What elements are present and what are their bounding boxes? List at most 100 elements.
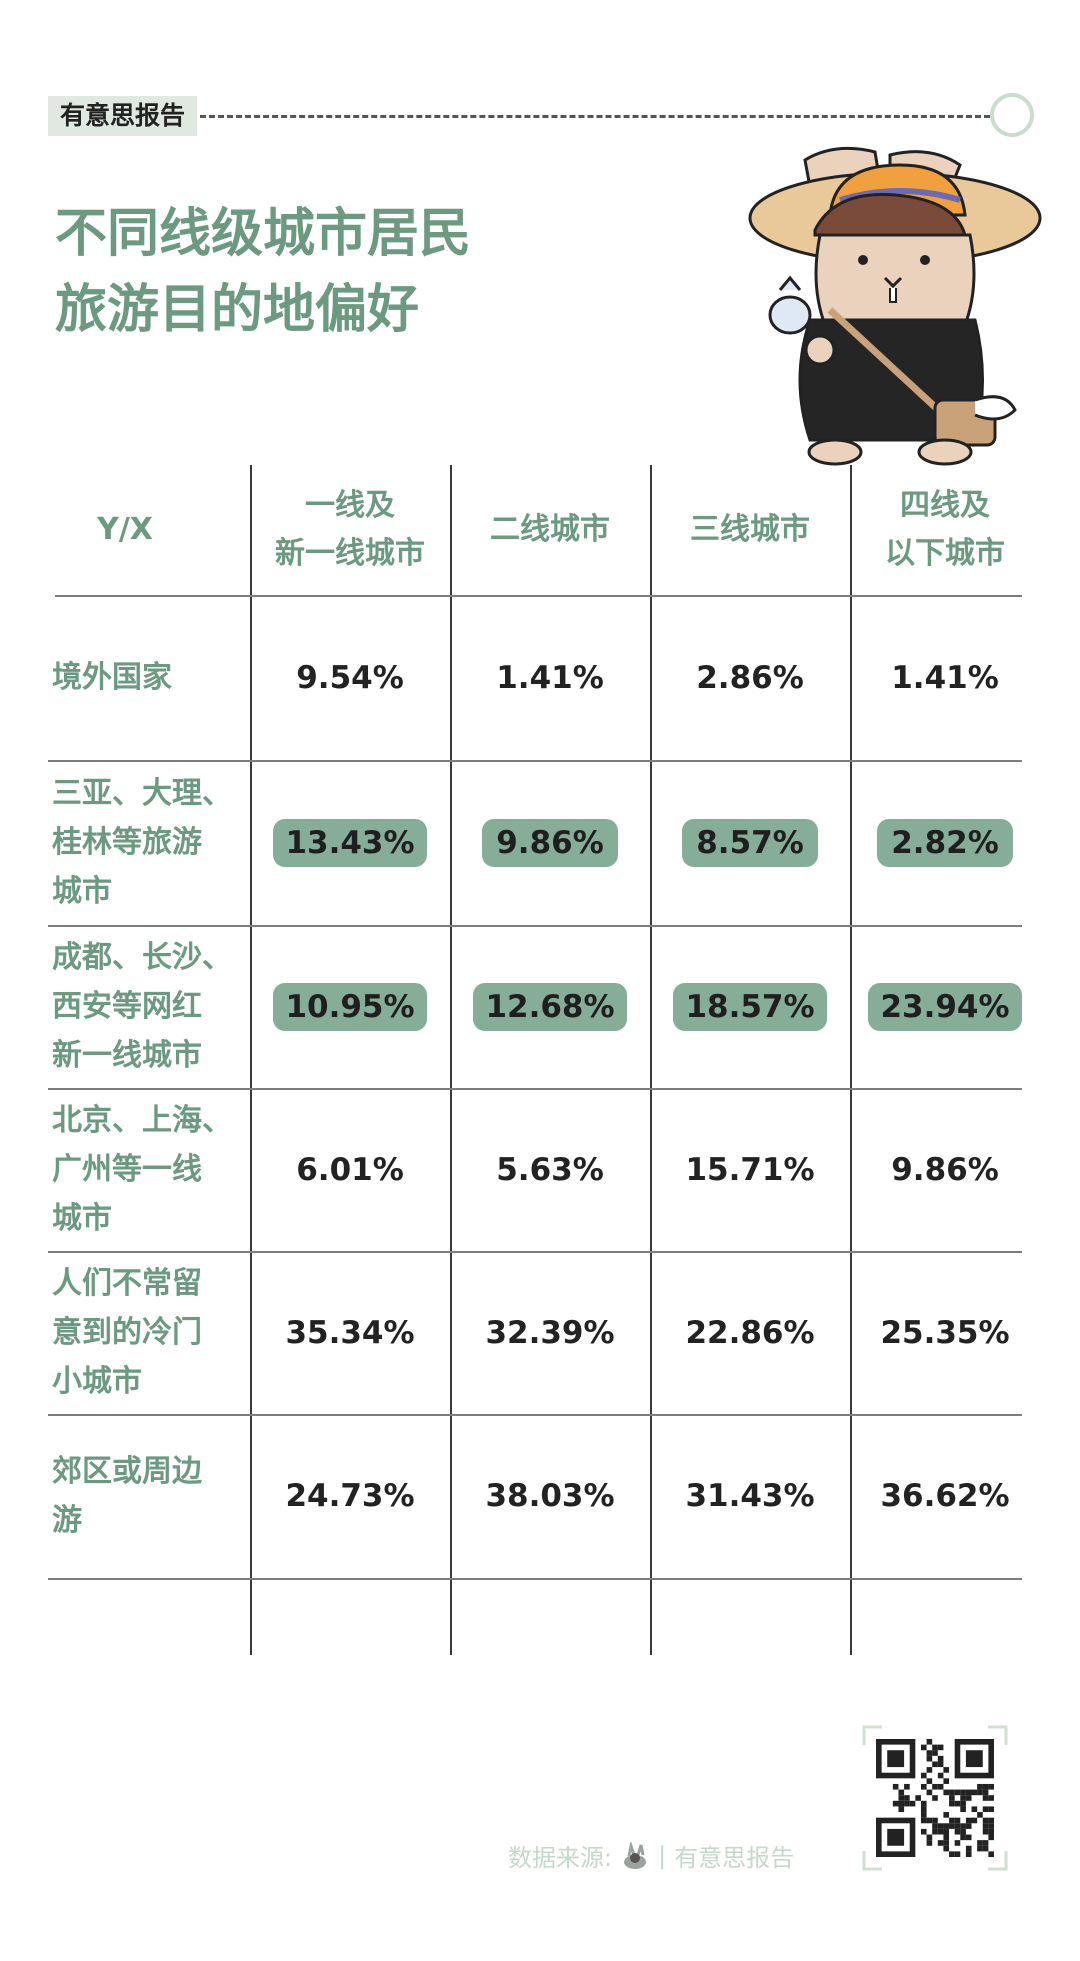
column-header-line: 新一线城市 xyxy=(275,536,425,571)
row-header-line: 三亚、大理、 xyxy=(52,776,232,811)
cell-value: 6.01% xyxy=(296,1151,404,1188)
row-header: 成都、长沙、 西安等网红新一线城市 xyxy=(52,925,247,1088)
table-cell: 36.62% xyxy=(850,1414,1040,1578)
table-horizontal-line xyxy=(48,760,1022,762)
source-name: 有意思报告 xyxy=(674,1844,795,1872)
page-title: 不同线级城市居民 旅游目的地偏好 xyxy=(55,196,575,348)
mascot-logo-icon xyxy=(624,1841,647,1869)
column-header-line: 以下城市 xyxy=(885,536,1005,571)
table-cell: 2.86% xyxy=(655,595,845,760)
highlighted-value: 10.95% xyxy=(273,982,427,1031)
column-header-line: 二线城市 xyxy=(490,512,610,547)
row-header-line: 人们不常留 xyxy=(52,1266,202,1301)
table-cell: 6.01% xyxy=(255,1088,445,1251)
row-header-line: 城市 xyxy=(52,1201,112,1236)
row-header-line: 郊区或周边 xyxy=(52,1454,202,1489)
table-cell: 31.43% xyxy=(655,1414,845,1578)
column-header: 二线城市 xyxy=(450,465,650,595)
row-header-line: 游 xyxy=(52,1503,82,1538)
header-dashed-line xyxy=(200,115,990,118)
table-vertical-line xyxy=(650,465,652,1655)
table-cell: 23.94% xyxy=(850,925,1040,1088)
table-horizontal-line xyxy=(48,1578,1022,1580)
table-vertical-line xyxy=(250,465,252,1655)
column-header-line: 一线及 xyxy=(305,488,395,523)
table-cell: 9.86% xyxy=(850,1088,1040,1251)
row-header-line: 新一线城市 xyxy=(52,1038,202,1073)
row-header: 境外国家 xyxy=(52,595,247,760)
table-cell: 25.35% xyxy=(850,1251,1040,1414)
row-header-line: 小城市 xyxy=(52,1364,142,1399)
cell-value: 32.39% xyxy=(485,1314,615,1351)
column-header-line: 三线城市 xyxy=(690,512,810,547)
table-horizontal-line xyxy=(48,1088,1022,1090)
table-cell: 10.95% xyxy=(255,925,445,1088)
table-horizontal-line xyxy=(48,1251,1022,1253)
table-cell: 22.86% xyxy=(655,1251,845,1414)
corner-label: Y/X xyxy=(97,512,153,547)
table-cell: 8.57% xyxy=(655,760,845,925)
cell-value: 31.43% xyxy=(685,1478,815,1514)
row-header: 三亚、大理、 桂林等旅游 城市 xyxy=(52,760,247,925)
table-vertical-line xyxy=(850,465,852,1655)
column-header-line: 四线及 xyxy=(900,488,990,523)
table-cell: 35.34% xyxy=(255,1251,445,1414)
column-header: 一线及 新一线城市 xyxy=(250,465,450,595)
row-header-line: 境外国家 xyxy=(52,660,172,695)
row-header-line: 成都、长沙、 xyxy=(52,940,232,975)
highlighted-value: 12.68% xyxy=(473,982,627,1031)
column-header: 三线城市 xyxy=(650,465,850,595)
title-line-2: 旅游目的地偏好 xyxy=(55,280,420,340)
title-line-1: 不同线级城市居民 xyxy=(55,204,472,264)
table-cell: 24.73% xyxy=(255,1414,445,1578)
table-cell: 5.63% xyxy=(455,1088,645,1251)
source-label: 数据来源: xyxy=(508,1844,613,1872)
highlighted-value: 9.86% xyxy=(482,818,618,867)
cell-value: 9.54% xyxy=(296,659,404,696)
table-cell: 15.71% xyxy=(655,1088,845,1251)
table-cell: 9.86% xyxy=(455,760,645,925)
table-horizontal-line xyxy=(48,1414,1022,1416)
cell-value: 24.73% xyxy=(285,1478,415,1514)
row-header: 人们不常留意到的冷门小城市 xyxy=(52,1251,247,1414)
highlighted-value: 8.57% xyxy=(682,818,818,867)
cell-value: 38.03% xyxy=(485,1478,615,1514)
mascot-illustration xyxy=(748,146,1042,466)
row-header-line: 广州等一线 xyxy=(52,1152,202,1187)
cell-value: 25.35% xyxy=(880,1314,1010,1351)
table-cell: 9.54% xyxy=(255,595,445,760)
cell-value: 1.41% xyxy=(891,659,999,696)
cell-value: 5.63% xyxy=(496,1151,604,1188)
qr-code-icon xyxy=(862,1725,1008,1871)
table-cell: 13.43% xyxy=(255,760,445,925)
row-header: 北京、上海、 广州等一线 城市 xyxy=(52,1088,247,1251)
cell-value: 9.86% xyxy=(891,1151,999,1188)
row-header: 郊区或周边游 xyxy=(52,1414,247,1578)
table-horizontal-line xyxy=(55,595,1022,597)
source-separator: | xyxy=(658,1841,667,1870)
highlighted-value: 2.82% xyxy=(877,818,1013,867)
table-cell: 38.03% xyxy=(455,1414,645,1578)
row-header-line: 西安等网红 xyxy=(52,989,202,1024)
table-cell: 1.41% xyxy=(850,595,1040,760)
brand-tag: 有意思报告 xyxy=(48,96,198,136)
table-cell: 32.39% xyxy=(455,1251,645,1414)
header-ring-icon xyxy=(990,93,1034,137)
highlighted-value: 13.43% xyxy=(273,818,427,867)
row-header-line: 桂林等旅游 xyxy=(52,825,202,860)
data-source: 数据来源: | 有意思报告 xyxy=(508,1838,794,1873)
column-header: 四线及 以下城市 xyxy=(845,465,1045,595)
table-cell: 18.57% xyxy=(655,925,845,1088)
table-cell: 12.68% xyxy=(455,925,645,1088)
highlighted-value: 23.94% xyxy=(868,982,1022,1031)
cell-value: 2.86% xyxy=(696,659,804,696)
cell-value: 1.41% xyxy=(496,659,604,696)
table-vertical-line xyxy=(450,465,452,1655)
cell-value: 36.62% xyxy=(880,1478,1010,1514)
highlighted-value: 18.57% xyxy=(673,982,827,1031)
row-header-line: 意到的冷门 xyxy=(52,1315,202,1350)
cell-value: 22.86% xyxy=(685,1314,815,1351)
table-horizontal-line xyxy=(48,925,1022,927)
table-cell: 1.41% xyxy=(455,595,645,760)
